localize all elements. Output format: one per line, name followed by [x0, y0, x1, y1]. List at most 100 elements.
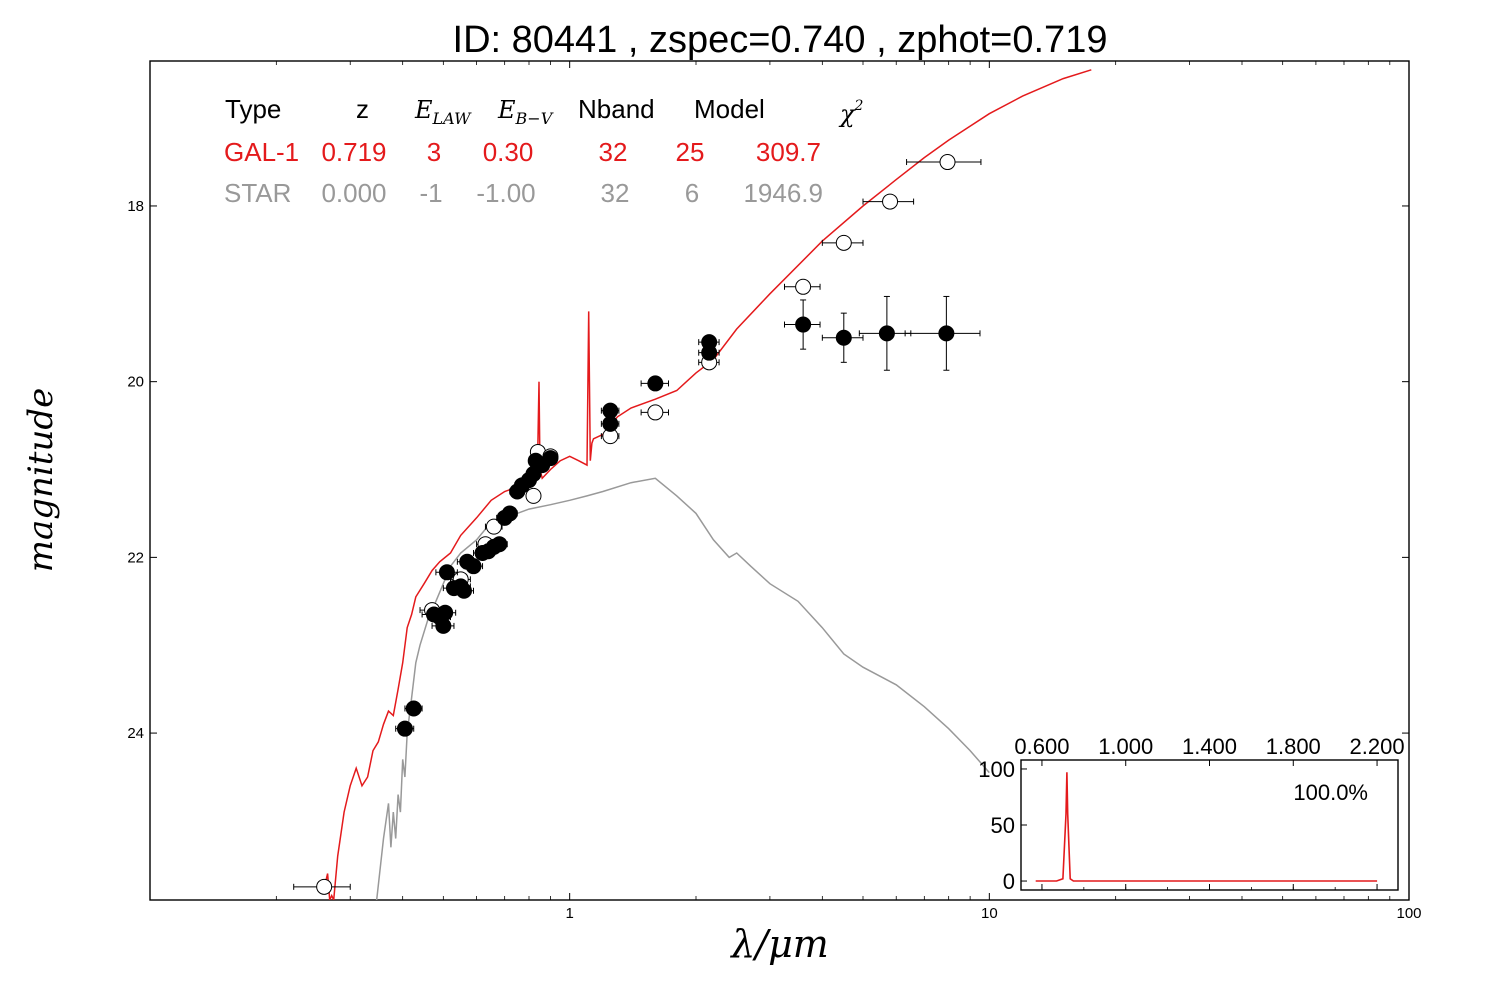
gal-nband: 32 [599, 137, 628, 167]
table-header-model: Model [694, 94, 765, 124]
observed-flux-marker [491, 536, 508, 553]
fit-results-table: Type z ELAW EB−V Nband Model χ2 GAL-1 0.… [224, 94, 864, 208]
model-point [293, 878, 351, 895]
main-axis-ticks: 1 10 100 18 20 22 24 [127, 61, 1422, 922]
observed-flux-marker [647, 375, 664, 392]
inset-y-tick-label: 50 [991, 813, 1015, 838]
model-flux-marker [316, 878, 333, 895]
model-point [862, 193, 915, 210]
main-points-layer [293, 154, 982, 895]
model-point [821, 234, 864, 251]
observed-flux-marker [435, 617, 452, 634]
x-tick-label: 100 [1396, 905, 1421, 922]
observed-flux-marker [795, 316, 812, 333]
observed-point [404, 700, 423, 717]
observed-point [435, 564, 458, 581]
gal-model: 25 [676, 137, 705, 167]
gal-ebv: 0.30 [483, 137, 534, 167]
observed-point [858, 295, 912, 371]
y-tick-label: 22 [127, 549, 144, 566]
gal-z: 0.719 [321, 137, 386, 167]
observed-flux-marker [701, 344, 718, 361]
model-point [906, 154, 982, 171]
observed-point [821, 312, 864, 363]
gal-chi2: 309.7 [756, 137, 821, 167]
observed-point [501, 505, 518, 522]
y-axis-label: magnitude [21, 388, 61, 573]
star-ebv: -1.00 [476, 178, 535, 208]
observed-point [453, 582, 475, 599]
inset-y-tick-label: 0 [1003, 869, 1015, 894]
gal-elaw: 3 [427, 137, 441, 167]
observed-flux-marker [835, 329, 852, 346]
observed-flux-marker [602, 402, 619, 419]
y-tick-label: 24 [127, 725, 144, 742]
model-point [525, 487, 542, 504]
inset-frame [1020, 759, 1399, 891]
inset-x-tick-label: 1.000 [1098, 734, 1153, 759]
observed-point [542, 450, 559, 467]
inset-y-tick-label: 100 [978, 757, 1015, 782]
pdz-line [1035, 772, 1378, 882]
observed-flux-marker [455, 582, 472, 599]
model-point [484, 518, 503, 535]
model-flux-marker [835, 234, 852, 251]
table-header-elaw: ELAW [414, 96, 472, 128]
observed-flux-marker [396, 720, 413, 737]
observed-point [490, 536, 508, 553]
model-flux-marker [647, 404, 664, 421]
observed-point [640, 375, 670, 392]
observed-point [600, 402, 620, 419]
model-flux-marker [939, 154, 956, 171]
gal-type: GAL-1 [224, 137, 299, 167]
observed-flux-marker [938, 325, 955, 342]
x-tick-label: 10 [981, 905, 998, 922]
model-flux-marker [485, 518, 502, 535]
plot-frame [149, 60, 1410, 901]
observed-flux-marker [405, 700, 422, 717]
observed-flux-marker [542, 450, 559, 467]
star-nband: 32 [601, 178, 630, 208]
inset-x-tick-label: 1.800 [1266, 734, 1321, 759]
x-tick-label: 1 [565, 905, 573, 922]
x-axis-label: λ/μm [729, 922, 829, 966]
model-point [783, 278, 821, 295]
table-header-chi2: χ2 [838, 98, 864, 128]
star-model-line [375, 477, 990, 900]
observed-point [698, 344, 720, 361]
model-flux-marker [525, 487, 542, 504]
model-point [640, 404, 670, 421]
star-elaw: -1 [419, 178, 442, 208]
observed-flux-marker [501, 505, 518, 522]
star-type: STAR [224, 178, 291, 208]
observed-point [395, 720, 415, 737]
table-header-type: Type [225, 94, 281, 124]
y-tick-label: 18 [127, 198, 144, 215]
model-flux-marker [795, 278, 812, 295]
star-chi2: 1946.9 [743, 178, 823, 208]
observed-point [783, 299, 821, 350]
inset-x-tick-label: 2.200 [1350, 734, 1405, 759]
inset-probability-label: 100.0% [1293, 780, 1368, 805]
star-model: 6 [685, 178, 699, 208]
table-header-nband: Nband [578, 94, 655, 124]
observed-point [600, 415, 620, 432]
model-flux-marker [882, 193, 899, 210]
observed-flux-marker [878, 325, 895, 342]
star-z: 0.000 [321, 178, 386, 208]
observed-point [463, 558, 484, 575]
inset-axis-ticks: 0.600 1.000 1.400 1.800 2.200 0 50 100 [978, 734, 1404, 894]
observed-flux-marker [438, 564, 455, 581]
inset-series-layer [1035, 772, 1378, 882]
inset-x-tick-label: 0.600 [1014, 734, 1069, 759]
observed-point [904, 295, 981, 371]
observed-flux-marker [437, 604, 454, 621]
inset-x-tick-label: 1.400 [1182, 734, 1237, 759]
observed-point [433, 604, 457, 621]
chart-title: ID: 80441 , zspec=0.740 , zphot=0.719 [453, 19, 1108, 61]
y-tick-label: 20 [127, 374, 144, 391]
table-header-z: z [356, 94, 369, 124]
pdz-inset: 0.600 1.000 1.400 1.800 2.200 0 50 100 100.0% [978, 734, 1404, 894]
table-header-ebv: EB−V [497, 96, 554, 128]
